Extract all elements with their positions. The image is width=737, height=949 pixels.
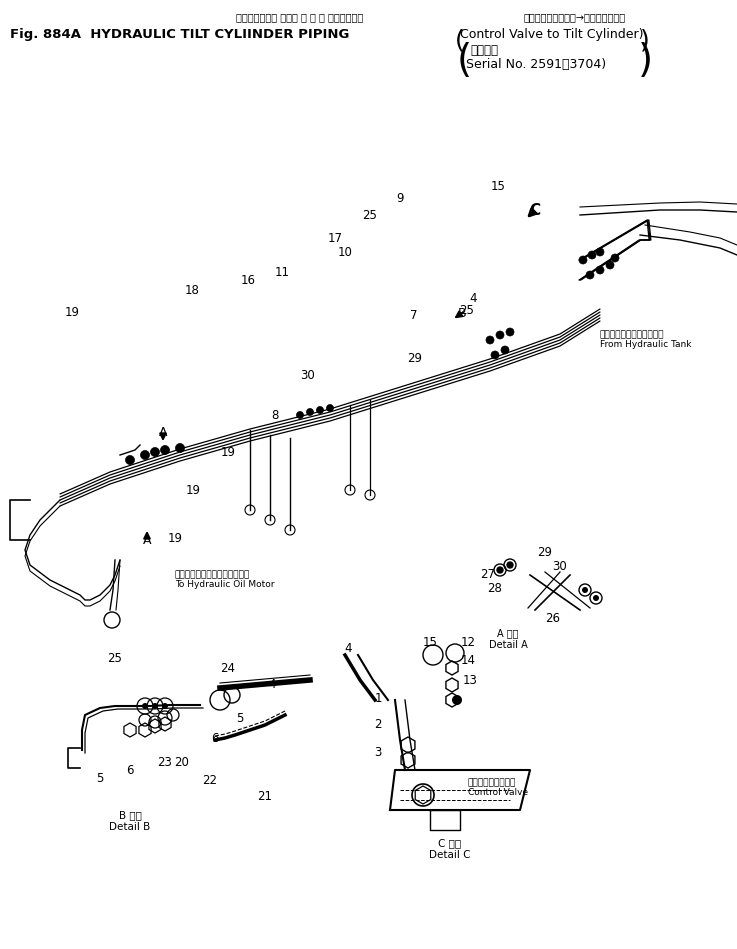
- Text: 7: 7: [411, 308, 418, 322]
- Circle shape: [125, 456, 134, 464]
- Text: 25: 25: [108, 652, 122, 664]
- Circle shape: [506, 328, 514, 336]
- Text: 8: 8: [271, 408, 279, 421]
- Text: A: A: [158, 425, 167, 438]
- Text: 1: 1: [374, 692, 382, 704]
- Text: 6: 6: [212, 732, 219, 745]
- Text: Control Valve to Tilt Cylinder): Control Valve to Tilt Cylinder): [460, 28, 643, 41]
- Text: 5: 5: [237, 712, 244, 724]
- Circle shape: [486, 336, 494, 344]
- Text: 21: 21: [257, 791, 273, 804]
- Text: 29: 29: [537, 547, 553, 560]
- Text: 19: 19: [167, 531, 183, 545]
- Text: 23: 23: [158, 755, 172, 769]
- Text: 30: 30: [553, 560, 567, 572]
- Text: (: (: [455, 28, 465, 52]
- Text: 16: 16: [240, 273, 256, 287]
- Text: (: (: [457, 42, 472, 80]
- Text: A: A: [143, 533, 151, 547]
- Text: 29: 29: [408, 351, 422, 364]
- Text: 2: 2: [374, 718, 382, 732]
- Text: 15: 15: [491, 179, 506, 193]
- Circle shape: [611, 254, 619, 262]
- Text: 25: 25: [460, 304, 475, 317]
- Circle shape: [150, 448, 159, 456]
- Circle shape: [596, 266, 604, 274]
- Text: 14: 14: [461, 654, 475, 666]
- Circle shape: [142, 703, 148, 709]
- Text: C 詳細
Detail C: C 詳細 Detail C: [429, 838, 471, 860]
- Circle shape: [161, 445, 170, 455]
- Text: 15: 15: [422, 637, 438, 649]
- Text: C: C: [529, 202, 540, 217]
- Circle shape: [316, 406, 324, 414]
- Text: Fig. 884A  HYDRAULIC TILT CYLIINDER PIPING: Fig. 884A HYDRAULIC TILT CYLIINDER PIPIN…: [10, 28, 349, 41]
- Text: 26: 26: [545, 611, 561, 624]
- Text: 30: 30: [301, 368, 315, 381]
- Circle shape: [296, 412, 304, 419]
- Circle shape: [606, 261, 614, 269]
- Text: 27: 27: [481, 568, 495, 582]
- Circle shape: [582, 587, 588, 593]
- Circle shape: [307, 408, 313, 416]
- Text: 10: 10: [338, 246, 352, 258]
- Circle shape: [588, 251, 596, 259]
- Circle shape: [175, 443, 184, 453]
- Text: 4: 4: [469, 291, 477, 305]
- Text: 28: 28: [488, 582, 503, 594]
- Circle shape: [326, 404, 334, 412]
- Circle shape: [152, 703, 158, 709]
- Text: 4: 4: [268, 679, 276, 692]
- Text: 19: 19: [186, 483, 200, 496]
- Circle shape: [586, 271, 594, 279]
- Text: Serial No. 2591～3704): Serial No. 2591～3704): [466, 58, 606, 71]
- Text: 4: 4: [344, 642, 352, 655]
- Text: 18: 18: [184, 284, 200, 296]
- Text: 20: 20: [175, 755, 189, 769]
- Text: A 詳細
Detail A: A 詳細 Detail A: [489, 628, 528, 650]
- Text: ハイドロリック チルト シ リ ン ダパイピング: ハイドロリック チルト シ リ ン ダパイピング: [237, 12, 363, 22]
- Text: 3: 3: [374, 746, 382, 758]
- Circle shape: [593, 595, 599, 601]
- Text: 適用号機: 適用号機: [470, 44, 498, 57]
- Text: B 詳細
Detail B: B 詳細 Detail B: [109, 810, 150, 831]
- Circle shape: [491, 351, 499, 359]
- Text: 19: 19: [65, 306, 80, 319]
- Text: コントロールバルブ
Control Valve: コントロールバルブ Control Valve: [468, 778, 528, 797]
- Text: ): ): [638, 42, 653, 80]
- Circle shape: [497, 567, 503, 573]
- Circle shape: [501, 346, 509, 354]
- Circle shape: [507, 562, 513, 568]
- Circle shape: [579, 256, 587, 264]
- Text: ハイドロリックタンクから
From Hydraulic Tank: ハイドロリックタンクから From Hydraulic Tank: [600, 330, 691, 349]
- Text: 6: 6: [126, 764, 133, 776]
- Text: B: B: [458, 307, 467, 320]
- Text: 13: 13: [463, 674, 478, 686]
- Text: 17: 17: [327, 232, 343, 245]
- Circle shape: [141, 451, 150, 459]
- Text: ): ): [640, 28, 650, 52]
- Text: 12: 12: [461, 637, 475, 649]
- Text: 11: 11: [274, 266, 290, 278]
- Text: 22: 22: [203, 773, 217, 787]
- Circle shape: [162, 703, 168, 709]
- Text: ハイドロリックオイルモータへ
To Hydraulic Oil Motor: ハイドロリックオイルモータへ To Hydraulic Oil Motor: [175, 570, 274, 589]
- Circle shape: [596, 248, 604, 256]
- Circle shape: [452, 695, 462, 705]
- Text: コントロールバルブ→チルトシリンダ: コントロールバルブ→チルトシリンダ: [524, 12, 626, 22]
- Circle shape: [496, 331, 504, 339]
- Text: 9: 9: [397, 192, 404, 204]
- Text: 25: 25: [363, 209, 377, 221]
- Text: 24: 24: [220, 661, 236, 675]
- Text: 5: 5: [97, 772, 104, 785]
- Text: 19: 19: [220, 445, 236, 458]
